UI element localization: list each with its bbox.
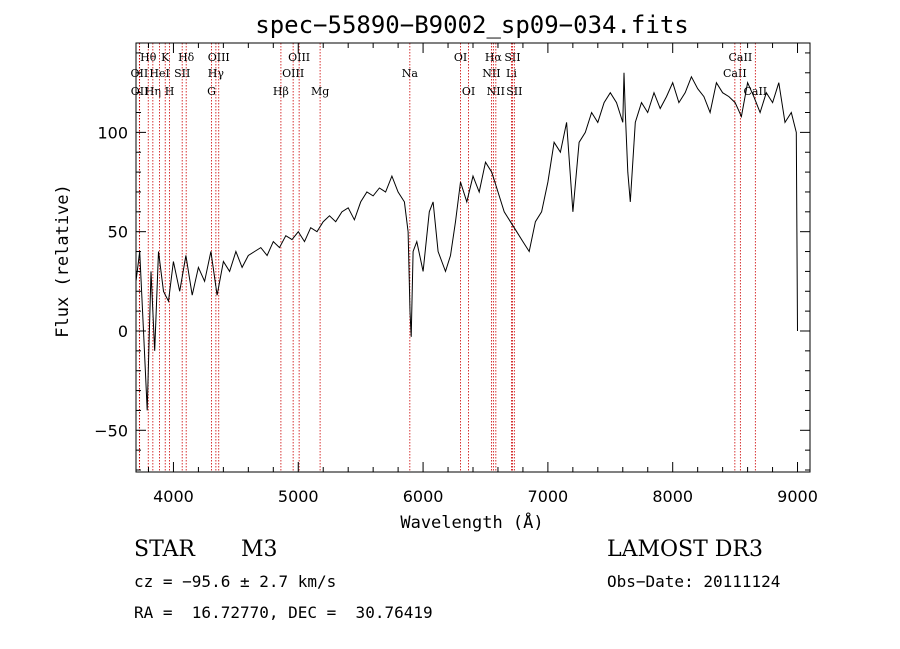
line-label: Li (506, 67, 517, 80)
line-label: Hδ (178, 51, 195, 64)
line-label: OI (462, 85, 475, 98)
line-label: SII (506, 85, 522, 98)
line-label: Hα (485, 51, 503, 64)
line-label: Hγ (208, 67, 225, 80)
line-label: G (207, 85, 216, 98)
x-tick-label: 4000 (153, 487, 194, 506)
x-axis-label: Wavelength (Å) (400, 511, 543, 533)
line-label: H (165, 85, 175, 98)
axis-ticks: 4000 5000 6000 7000 8000 9000 −50 0 50 100 (94, 43, 818, 506)
plot-frame (135, 42, 811, 473)
line-label: CaII (723, 67, 747, 80)
x-tick-label: 7000 (528, 487, 569, 506)
line-label: NII (482, 67, 500, 80)
x-tick-label: 9000 (777, 487, 818, 506)
line-label: OIII (288, 51, 310, 64)
line-label: Mg (311, 85, 329, 98)
line-label: OIII (282, 67, 304, 80)
line-label: CaII (729, 51, 753, 64)
line-label: HeI (149, 67, 169, 80)
x-tick-label: 8000 (652, 487, 693, 506)
redshift-cz: cz = −95.6 ± 2.7 km/s (134, 572, 337, 591)
line-label: SII (174, 67, 190, 80)
emission-line-markers: OIIOIIHθHηHeIKHSIIHδGHγOIIIHβOIIIOIIIMgN… (131, 43, 767, 472)
object-class: STAR (134, 537, 195, 562)
y-tick-label: −50 (94, 421, 128, 440)
chart-title: spec−55890−B9002_sp09−034.fits (255, 11, 688, 39)
line-label: Hθ (140, 51, 157, 64)
line-label: OI (454, 51, 467, 64)
y-tick-label: 50 (108, 223, 128, 242)
x-tick-label: 6000 (403, 487, 444, 506)
y-tick-label: 100 (97, 123, 128, 142)
line-label: Na (402, 67, 419, 80)
line-label: NII (487, 85, 505, 98)
line-label: SII (504, 51, 520, 64)
line-label: K (161, 51, 170, 64)
observation-date: Obs−Date: 20111124 (607, 572, 781, 591)
line-label: Hη (145, 85, 161, 98)
sky-coordinates: RA = 16.72770, DEC = 30.76419 (134, 603, 433, 622)
x-tick-label: 5000 (278, 487, 319, 506)
survey-name: LAMOST DR3 (607, 537, 763, 562)
line-label: OII (131, 85, 149, 98)
y-tick-label: 0 (118, 322, 128, 341)
spectrum-line (135, 72, 798, 411)
line-label: OIII (208, 51, 230, 64)
object-subclass: M3 (241, 537, 278, 562)
line-label: Hβ (273, 85, 289, 98)
line-label: CaII (743, 85, 767, 98)
y-axis-label: Flux (relative) (53, 184, 73, 338)
